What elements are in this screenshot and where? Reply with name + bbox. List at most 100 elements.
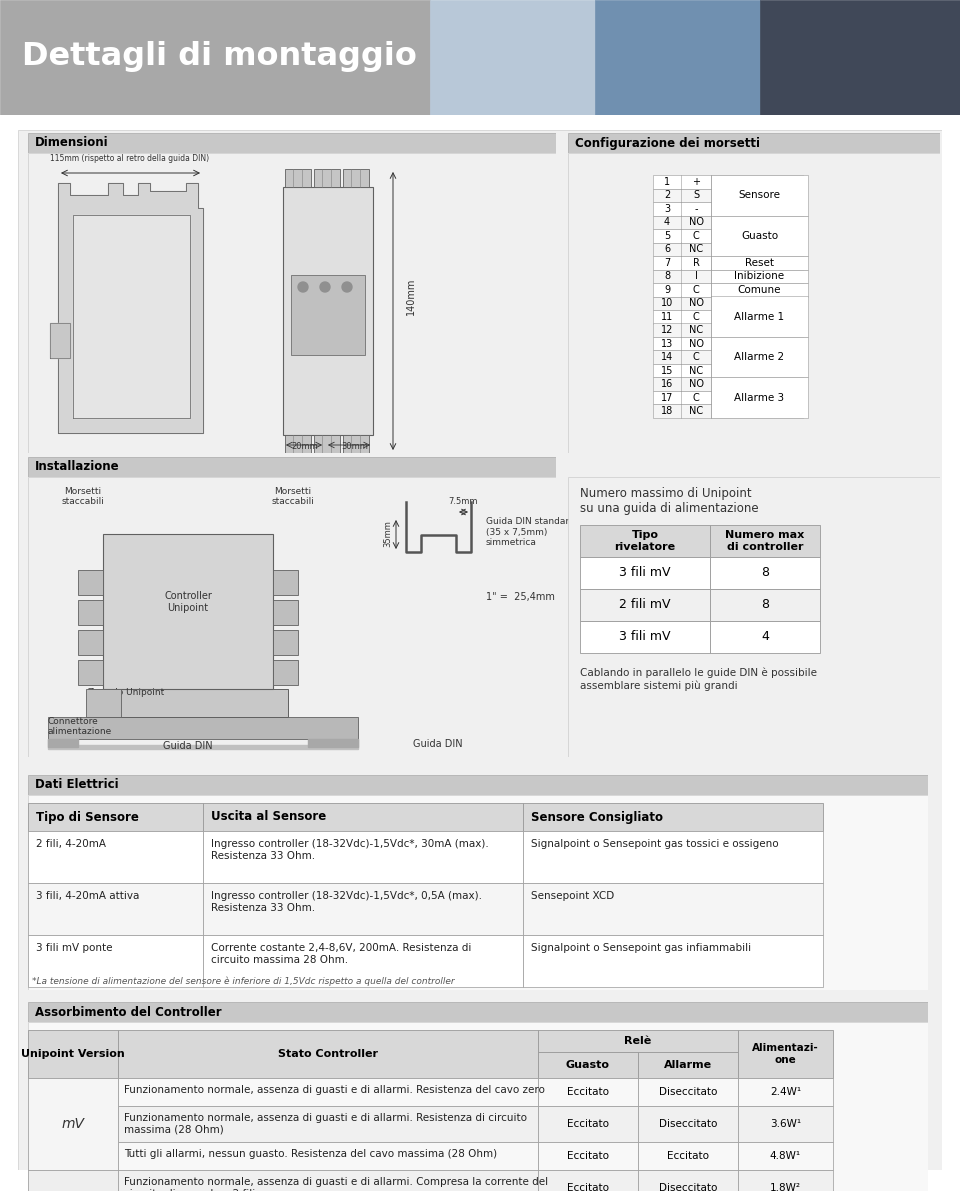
Text: Controller
Unipoint: Controller Unipoint xyxy=(164,591,212,613)
Text: Diseccitato: Diseccitato xyxy=(659,1120,717,1129)
Text: C: C xyxy=(692,393,700,403)
Polygon shape xyxy=(50,323,70,358)
Text: NC: NC xyxy=(689,366,703,375)
Polygon shape xyxy=(58,183,203,434)
Bar xyxy=(653,405,803,418)
Bar xyxy=(580,621,710,653)
Text: Guasto: Guasto xyxy=(566,1060,610,1070)
Bar xyxy=(343,435,369,453)
Bar xyxy=(653,269,803,283)
Bar xyxy=(580,525,710,557)
Text: Eccitato: Eccitato xyxy=(567,1183,609,1191)
Text: Guida DIN: Guida DIN xyxy=(413,738,463,749)
Bar xyxy=(738,1030,833,1078)
Bar xyxy=(653,324,803,337)
Text: 140mm: 140mm xyxy=(406,278,416,314)
Text: Unipoint Version: Unipoint Version xyxy=(21,1049,125,1059)
Text: 2 fili mV: 2 fili mV xyxy=(619,599,671,611)
Circle shape xyxy=(342,282,352,292)
Bar xyxy=(78,570,103,596)
Bar xyxy=(653,310,803,324)
Text: Zoccolo Unipoint: Zoccolo Unipoint xyxy=(88,688,164,697)
Text: R: R xyxy=(692,257,700,268)
Text: mV: mV xyxy=(61,1117,84,1131)
Text: Connettore
alimentazione: Connettore alimentazione xyxy=(48,717,112,736)
Text: 4: 4 xyxy=(664,217,670,227)
Bar xyxy=(78,630,103,655)
Text: Dimensioni: Dimensioni xyxy=(35,137,108,150)
Bar xyxy=(711,297,808,337)
Text: NO: NO xyxy=(688,217,704,227)
Text: Guasto: Guasto xyxy=(741,231,778,241)
Text: 2.4W¹: 2.4W¹ xyxy=(770,1087,801,1097)
Text: C: C xyxy=(692,312,700,322)
Bar xyxy=(538,1030,738,1052)
Polygon shape xyxy=(48,738,78,747)
Text: 3.6W¹: 3.6W¹ xyxy=(770,1120,801,1129)
Text: Numero massimo di Unipoint
su una guida di alimentazione: Numero massimo di Unipoint su una guida … xyxy=(580,487,758,515)
Bar xyxy=(28,803,203,831)
Bar xyxy=(653,283,803,297)
Text: 1.8W²: 1.8W² xyxy=(770,1183,801,1191)
Text: 9: 9 xyxy=(664,285,670,294)
Text: 115mm (rispetto al retro della guida DIN): 115mm (rispetto al retro della guida DIN… xyxy=(51,154,209,163)
Bar xyxy=(653,256,803,269)
Bar xyxy=(710,590,820,621)
Bar xyxy=(760,0,960,116)
Text: Eccitato: Eccitato xyxy=(567,1151,609,1161)
Text: Numero max
di controller: Numero max di controller xyxy=(726,530,804,551)
Bar xyxy=(638,1170,738,1191)
Text: 20mm: 20mm xyxy=(292,442,319,451)
Text: Tipo
rivelatore: Tipo rivelatore xyxy=(614,530,676,551)
Text: Signalpoint o Sensepoint gas infiammabili: Signalpoint o Sensepoint gas infiammabil… xyxy=(531,943,751,953)
Bar xyxy=(430,0,595,116)
Bar xyxy=(0,0,430,116)
Bar xyxy=(595,0,760,116)
Bar xyxy=(653,243,803,256)
Text: Funzionamento normale, assenza di guasti e di allarmi. Compresa la corrente del
: Funzionamento normale, assenza di guasti… xyxy=(124,1177,548,1191)
Text: Morsetti
staccabili: Morsetti staccabili xyxy=(61,487,105,506)
Text: 3: 3 xyxy=(664,204,670,213)
Text: 8: 8 xyxy=(761,567,769,580)
Text: 12: 12 xyxy=(660,325,673,335)
Bar xyxy=(653,364,803,378)
Text: Ingresso controller (18-32Vdc)-1,5Vdc*, 0,5A (max).
Resistenza 33 Ohm.: Ingresso controller (18-32Vdc)-1,5Vdc*, … xyxy=(211,891,482,912)
Text: 1" =  25,4mm: 1" = 25,4mm xyxy=(486,592,555,601)
Text: Configurazione dei morsetti: Configurazione dei morsetti xyxy=(575,137,760,150)
Text: Allarme 2: Allarme 2 xyxy=(734,353,784,362)
Text: Corrente costante 2,4-8,6V, 200mA. Resistenza di
circuito massima 28 Ohm.: Corrente costante 2,4-8,6V, 200mA. Resis… xyxy=(211,943,471,965)
Bar xyxy=(285,169,311,187)
Bar xyxy=(523,831,823,883)
Text: -: - xyxy=(694,204,698,213)
Text: Signalpoint o Sensepoint gas tossici e ossigeno: Signalpoint o Sensepoint gas tossici e o… xyxy=(531,838,779,849)
Bar xyxy=(28,1170,118,1191)
Text: 4.8W¹: 4.8W¹ xyxy=(770,1151,801,1161)
Bar xyxy=(653,297,803,310)
Text: Sensore Consigliato: Sensore Consigliato xyxy=(531,811,663,823)
Text: 6: 6 xyxy=(664,244,670,254)
Bar xyxy=(523,935,823,987)
Text: 11: 11 xyxy=(660,312,673,322)
Text: 35mm: 35mm xyxy=(383,520,393,548)
Bar xyxy=(88,690,288,717)
Text: Funzionamento normale, assenza di guasti e di allarmi. Resistenza di circuito
ma: Funzionamento normale, assenza di guasti… xyxy=(124,1114,527,1135)
Text: Sensepoint XCD: Sensepoint XCD xyxy=(531,891,614,902)
Text: NO: NO xyxy=(688,338,704,349)
Text: 7.5mm: 7.5mm xyxy=(448,497,478,506)
Text: Installazione: Installazione xyxy=(35,461,120,474)
Bar xyxy=(28,1078,118,1170)
Text: 2 fili, 4-20mA: 2 fili, 4-20mA xyxy=(36,838,106,849)
Text: 8: 8 xyxy=(761,599,769,611)
Text: Reset: Reset xyxy=(745,257,774,268)
Bar xyxy=(118,1078,538,1106)
Text: Diseccitato: Diseccitato xyxy=(659,1087,717,1097)
Bar xyxy=(711,378,808,418)
Text: C: C xyxy=(692,353,700,362)
Bar xyxy=(710,557,820,590)
Text: +: + xyxy=(692,176,700,187)
Bar xyxy=(118,1106,538,1142)
Bar xyxy=(314,435,340,453)
Bar xyxy=(711,175,808,216)
Text: 15: 15 xyxy=(660,366,673,375)
Circle shape xyxy=(320,282,330,292)
